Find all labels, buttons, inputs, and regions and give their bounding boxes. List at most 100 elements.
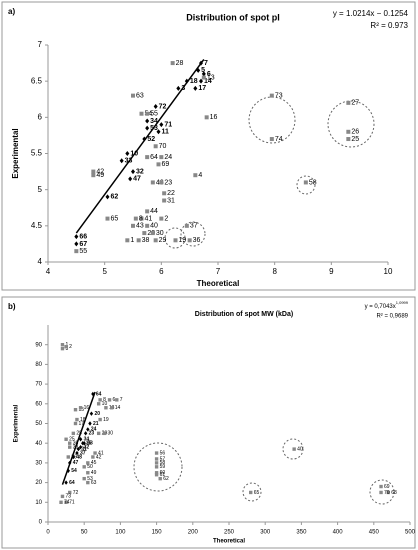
x-tick-label: 200	[188, 530, 199, 536]
y-tick-label: 40	[35, 441, 42, 447]
point-label: 10	[102, 401, 108, 407]
y-tick-label: 90	[35, 342, 42, 348]
point-label: 25	[351, 136, 359, 143]
point	[153, 144, 158, 149]
point	[156, 162, 161, 167]
point-label: 14	[204, 78, 212, 85]
x-tick-label: 7	[216, 267, 221, 276]
point	[204, 115, 209, 120]
point-label: 34	[84, 437, 90, 443]
point-label: 1	[130, 237, 134, 244]
point-label: 73	[65, 494, 71, 500]
point	[193, 85, 198, 91]
point-label: 62	[111, 194, 119, 201]
point	[115, 398, 119, 402]
highlight-circles	[133, 96, 395, 505]
point-label: 74	[275, 136, 283, 143]
point-label: 6	[113, 397, 116, 403]
point-label: 17	[79, 421, 85, 427]
point-label: 69	[384, 484, 390, 490]
point-label: 55	[79, 248, 87, 255]
point-label: 58	[160, 460, 166, 466]
point	[78, 444, 83, 450]
point	[386, 490, 390, 495]
point-label: 40	[297, 446, 303, 452]
x-tick-label: 4	[46, 267, 51, 276]
point-label: 2	[164, 215, 168, 222]
x-tick-label: 300	[260, 530, 271, 536]
x-tick-label: 10	[384, 267, 393, 276]
point	[154, 471, 159, 475]
circle	[180, 221, 206, 247]
y-tick-label: 0	[39, 520, 43, 526]
x-tick-label: 5	[102, 267, 107, 276]
point-label: 26	[351, 129, 359, 136]
point	[64, 480, 68, 485]
x-axis-label: Theoretical	[197, 279, 240, 288]
point-label: 7	[120, 397, 123, 403]
point	[153, 103, 158, 109]
point	[104, 406, 108, 410]
point-label: 67	[79, 241, 87, 248]
point-label: 8	[139, 215, 143, 222]
point-label: 28	[176, 60, 184, 67]
point	[133, 216, 138, 221]
point	[66, 468, 70, 473]
y-tick-label: 4	[38, 257, 43, 266]
equation: y = 1.0214x − 0.1254	[333, 9, 409, 18]
point	[145, 118, 150, 124]
point	[131, 169, 135, 175]
point-label: 14	[115, 405, 121, 411]
point	[91, 173, 96, 178]
point-label: 31	[167, 197, 175, 204]
circle	[327, 100, 375, 148]
point	[102, 431, 107, 436]
point-label: 66	[79, 234, 87, 241]
point	[159, 216, 164, 221]
point	[82, 465, 86, 469]
circle	[369, 479, 395, 505]
point	[64, 344, 68, 349]
equation-text: y = 1.0214x − 0.1254	[333, 9, 409, 18]
point	[93, 451, 97, 455]
point	[201, 75, 206, 80]
point	[125, 238, 130, 243]
point	[249, 490, 253, 495]
point	[64, 437, 68, 441]
point	[110, 406, 114, 410]
point	[78, 406, 83, 410]
y-tick-label: 80	[35, 362, 42, 368]
point-label: 35	[86, 441, 92, 447]
point	[71, 431, 76, 436]
point-label: 52	[147, 136, 155, 143]
y-axis-label: Experimental	[14, 404, 20, 442]
point-label: 61	[160, 472, 166, 478]
trendline	[75, 59, 205, 234]
point-label: 39	[71, 454, 77, 460]
point	[91, 455, 95, 459]
point	[346, 137, 351, 142]
point-label: 44	[150, 208, 158, 215]
point	[269, 137, 274, 142]
x-tick-label: 9	[329, 267, 334, 276]
y-axis-label: Experimental	[11, 128, 20, 178]
point-label: 70	[159, 143, 167, 150]
point-label: 43	[136, 223, 144, 230]
point-label: 64	[69, 480, 75, 486]
r-squared: R² = 0,9689	[376, 314, 408, 320]
point	[88, 421, 92, 426]
point-label: 29	[159, 237, 167, 244]
panel-label: b)	[8, 302, 16, 311]
point	[98, 398, 102, 402]
point-label: 11	[162, 129, 170, 136]
point-label: 40	[150, 223, 158, 230]
point	[154, 451, 159, 455]
y-tick-label: 6	[38, 112, 43, 121]
point-label: 37	[80, 450, 86, 456]
point	[59, 500, 63, 504]
circle	[242, 482, 262, 502]
point	[346, 129, 351, 134]
point-label: 63	[136, 92, 144, 99]
y-tick-label: 60	[35, 401, 42, 407]
point-label: 70	[384, 490, 390, 496]
